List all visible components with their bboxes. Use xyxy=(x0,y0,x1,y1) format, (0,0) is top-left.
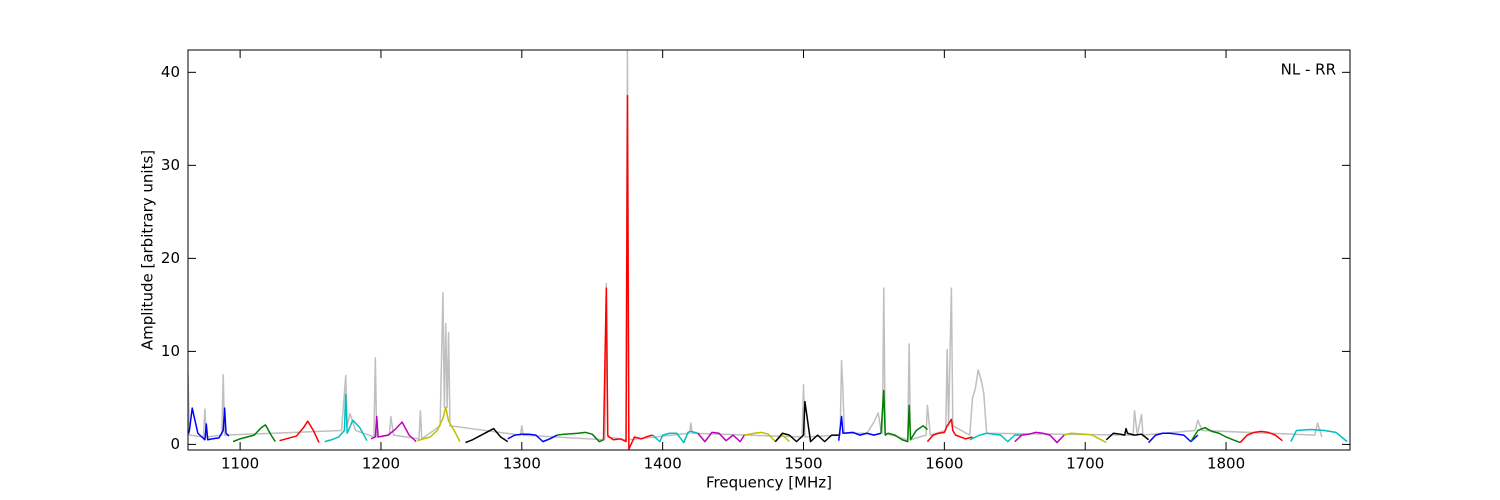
y-tick-label: 20 xyxy=(161,249,180,267)
x-tick-label: 1100 xyxy=(221,455,259,473)
spectrum-line xyxy=(697,431,745,443)
x-tick-label: 1400 xyxy=(644,455,682,473)
spectrum-line xyxy=(1239,430,1283,444)
spectrum-line xyxy=(279,420,320,443)
x-tick-label: 1200 xyxy=(362,455,400,473)
spectrum-line xyxy=(880,389,928,443)
axes-frame xyxy=(187,49,1351,451)
spectrum-line xyxy=(465,427,509,444)
spectrum-line xyxy=(837,415,882,441)
y-axis-label: Amplitude [arbitrary units] xyxy=(139,150,157,350)
spectrum-line xyxy=(652,430,699,444)
x-tick-label: 1600 xyxy=(925,455,963,473)
x-tick-label: 1300 xyxy=(503,455,541,473)
spectrum-line xyxy=(1014,431,1065,444)
spectrum-line xyxy=(1105,427,1150,441)
spectrum-line xyxy=(774,400,839,443)
x-tick-label: 1700 xyxy=(1066,455,1104,473)
y-tick-label: 40 xyxy=(161,63,180,81)
y-tick-label: 30 xyxy=(161,156,180,174)
spectrum-line xyxy=(556,431,604,443)
spectrum-line xyxy=(232,424,276,443)
y-tick-label: 10 xyxy=(161,342,180,360)
spectrum-line xyxy=(1063,432,1107,444)
spectrum-line xyxy=(1290,428,1348,443)
x-tick-label: 1800 xyxy=(1207,455,1245,473)
spectrum-line xyxy=(926,418,973,443)
spectrum-line xyxy=(969,432,1022,443)
x-axis-label: Frequency [MHz] xyxy=(706,474,832,492)
y-tick-label: 0 xyxy=(170,435,180,453)
spectrum-line xyxy=(417,406,461,442)
plot-area xyxy=(188,50,1348,450)
spectrum-line xyxy=(1148,432,1199,444)
spectrum-line xyxy=(602,94,653,450)
spectrum-line xyxy=(507,433,558,443)
spectrum-line xyxy=(324,393,368,443)
spectrum-line xyxy=(1190,426,1241,444)
spectrum-line xyxy=(744,431,790,443)
spectrum-line xyxy=(188,407,230,441)
x-tick-label: 1500 xyxy=(784,455,822,473)
spectrum-line xyxy=(370,415,417,443)
annotation: NL - RR xyxy=(1281,61,1336,79)
